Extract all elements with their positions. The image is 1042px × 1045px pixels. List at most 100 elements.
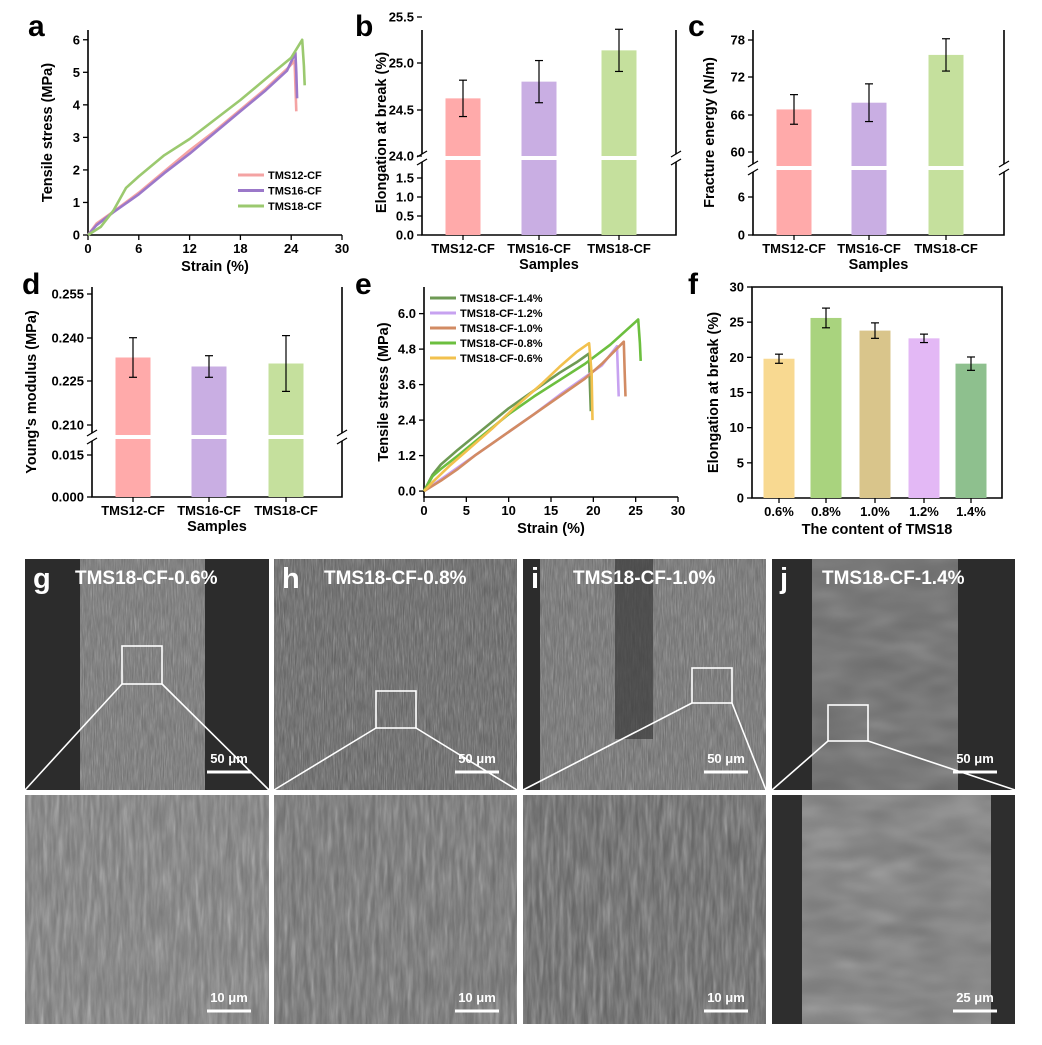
fiber-gap [615,559,653,739]
axis-break-mark [416,158,428,166]
panel-label: i [531,563,539,595]
panel-label: j [779,563,788,595]
x-tick-label: 25 [628,503,642,518]
y-tick-label: 5 [73,65,80,80]
y-tick-label: 0.210 [51,418,84,433]
bar-break-gap [114,435,152,439]
bar [445,98,481,235]
x-tick-label: 12 [182,241,196,256]
y-tick-label: 0.015 [51,448,84,463]
y-tick-label: 2.4 [398,413,417,428]
x-tick-label: 1.2% [909,504,939,519]
y-tick-label: 6 [73,32,80,47]
bar [955,363,987,498]
y-tick-label: 66 [731,108,745,123]
y-tick-label: 5 [737,455,744,470]
panel-label: b [355,10,373,43]
fiber-texture [523,795,766,1024]
axis-break-mark [336,429,348,437]
fiber-texture [274,559,517,790]
bar [763,358,795,498]
bar-break-gap [600,156,638,160]
y-tick-label: 20 [730,350,744,365]
zoom-box [375,690,417,729]
x-tick-label: 6 [135,241,142,256]
scale-bar-label: 50 μm [707,751,745,766]
y-tick-label: 6 [738,190,745,205]
sem-background [991,795,1015,1024]
y-tick-label: 0 [73,228,80,243]
sem-title: TMS18-CF-0.6% [75,568,218,589]
y-tick-label: 0.5 [396,209,414,224]
zoom-box [121,645,163,685]
axis-break-mark [998,168,1010,176]
legend-label: TMS18-CF-1.4% [460,293,543,305]
x-tick-label: TMS12-CF [762,241,826,256]
bar [115,357,151,497]
panel-label: h [282,563,300,595]
panel-label: d [22,268,40,301]
zoom-line [24,683,123,791]
panel-label: e [355,268,372,301]
y-tick-label: 0 [737,491,744,506]
zoom-line [161,683,270,791]
panel-f: 0 5 10 15 20 25 30 0.6% 0.8% 1.0% 1.2% 1.4%The cont… [706,280,1003,538]
axis-break-mark [998,160,1010,168]
y-axis-label: Tensile stress (MPa) [40,63,56,202]
y-tick-label: 25 [730,315,744,330]
zoom-line [415,727,518,791]
axis-break-mark [336,437,348,445]
series-line [422,318,642,492]
panel-e: 0 5 10 15 20 25 30 0.0 1.2 2.4 3.6 4.8 6.0 Strain (%)… [376,287,685,537]
sem-title: TMS18-CF-1.4% [822,568,965,589]
axis-break-mark [86,429,98,437]
x-axis-label: Samples [519,257,579,273]
axis-break-mark [86,437,98,445]
panel-c: 0 6 60 66 72 78 TMS12-CF TMS16-CF TMS18-CF Sample… [702,30,1010,273]
fiber-texture [274,795,517,1024]
sem-title: TMS18-CF-0.8% [324,568,467,589]
x-tick-label: 15 [544,503,558,518]
x-tick-label: TMS16-CF [507,241,571,256]
x-axis-label: Strain (%) [181,259,249,275]
x-tick-label: 30 [671,503,685,518]
y-tick-label: 0.255 [51,287,84,302]
y-tick-label: 0.0 [396,228,414,243]
y-axis-label: Fracture energy (N/m) [702,57,718,208]
y-axis-label: Young's modulus (MPa) [24,310,40,474]
zoom-line [522,702,693,791]
x-axis-label: Strain (%) [517,521,585,537]
bar-break-gap [267,435,305,439]
legend-label: TMS18-CF-0.6% [460,353,543,365]
y-tick-label: 0.225 [51,374,84,389]
bar [928,54,964,235]
sem-panel-g: g TMS18-CF-0.6% 50 μm 10 μm [24,559,270,1024]
bar-break-gap [775,166,813,170]
bar-break-gap [444,156,482,160]
y-tick-label: 6.0 [398,306,416,321]
x-tick-label: 0 [420,503,427,518]
y-tick-label: 30 [730,280,744,295]
bar [908,338,940,498]
sem-title: TMS18-CF-1.0% [573,568,716,589]
zoom-line [273,727,377,791]
x-tick-label: 1.4% [956,504,986,519]
y-tick-label: 15 [730,385,744,400]
x-tick-label: 20 [586,503,600,518]
y-tick-label: 4 [73,97,81,112]
scale-bar-label: 10 μm [458,990,496,1005]
y-tick-label: 72 [731,70,745,85]
bar-break-gap [190,435,228,439]
x-tick-label: TMS12-CF [101,503,165,518]
x-tick-label: 0.6% [764,504,794,519]
y-axis-label: Elongation at break (%) [374,52,390,213]
x-tick-label: 0.8% [811,504,841,519]
x-tick-label: TMS16-CF [837,241,901,256]
fiber-texture [772,795,1015,1024]
y-tick-label: 3 [73,130,80,145]
y-tick-label: 0.0 [398,484,416,499]
y-tick-label: 3.6 [398,377,416,392]
bar [191,366,227,497]
